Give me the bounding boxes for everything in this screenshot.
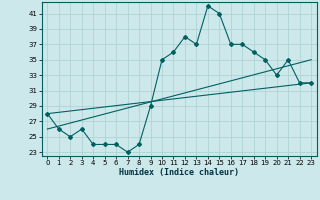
X-axis label: Humidex (Indice chaleur): Humidex (Indice chaleur) — [119, 168, 239, 177]
